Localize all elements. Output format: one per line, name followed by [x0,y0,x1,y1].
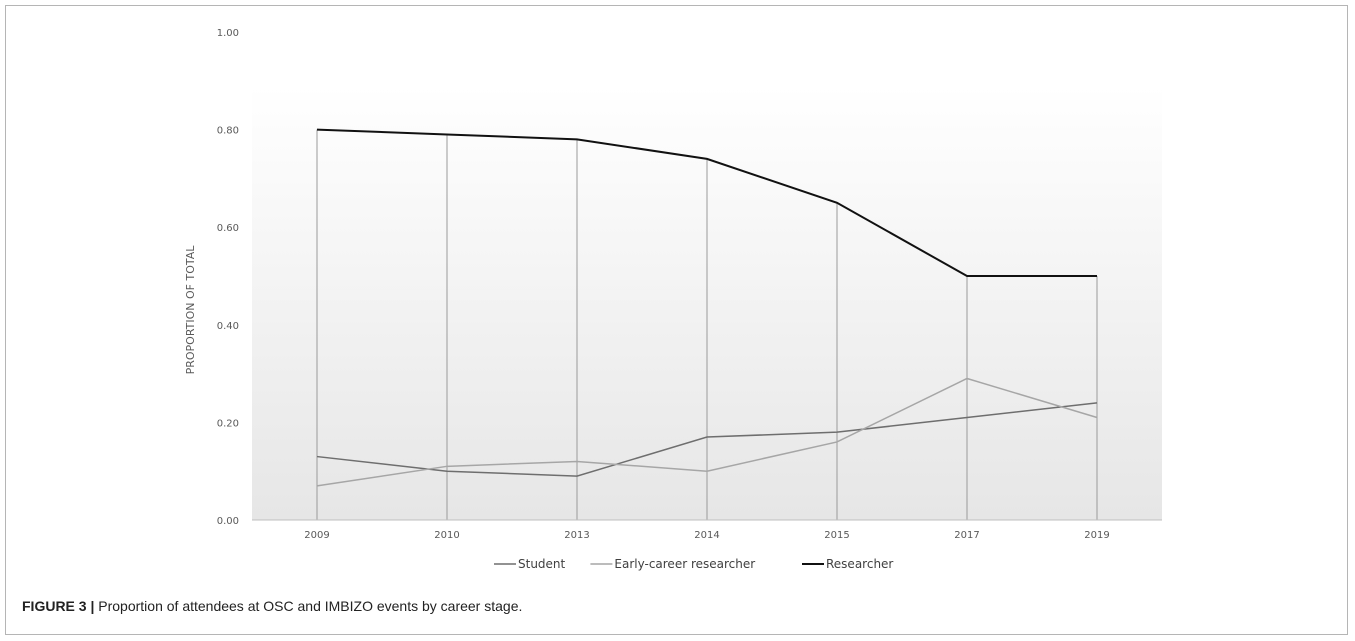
drop-lines [316,129,1098,520]
figure-label: FIGURE 3 | [22,598,95,614]
legend: Student Early-career researcher Researcher [494,557,893,571]
x-tick-label: 2019 [1084,530,1109,541]
y-tick-label: 1.00 [217,28,239,39]
y-tick-label: 0.80 [217,126,239,137]
x-tick-label: 2014 [694,530,719,541]
series-line-researcher [316,128,1097,277]
figure-caption: FIGURE 3 | Proportion of attendees at OS… [22,598,522,614]
y-tick-label: 0.20 [217,418,239,429]
y-tick-label: 0.60 [217,223,239,234]
y-axis-ticks: 0.00 0.20 0.40 0.60 0.80 1.00 [217,28,239,527]
legend-label: Student [518,557,566,571]
caption-text: Proportion of attendees at OSC and IMBIZ… [98,598,523,614]
series-lines [316,128,1098,487]
legend-label: Researcher [826,557,893,571]
x-tick-label: 2013 [564,530,589,541]
x-axis-ticks: 2009 2010 2013 2014 2015 2017 2019 [304,530,1109,541]
legend-label: Early-career researcher [614,557,755,571]
y-axis-label: PROPORTION OF TOTAL [184,245,197,375]
series-line-student [316,402,1098,477]
figure-frame [5,5,1348,635]
x-tick-label: 2009 [304,530,329,541]
x-tick-label: 2015 [824,530,849,541]
x-tick-label: 2010 [434,530,459,541]
x-tick-label: 2017 [954,530,979,541]
y-tick-label: 0.00 [217,516,239,527]
y-tick-label: 0.40 [217,321,239,332]
series-line-early-career-researcher [316,377,1098,487]
